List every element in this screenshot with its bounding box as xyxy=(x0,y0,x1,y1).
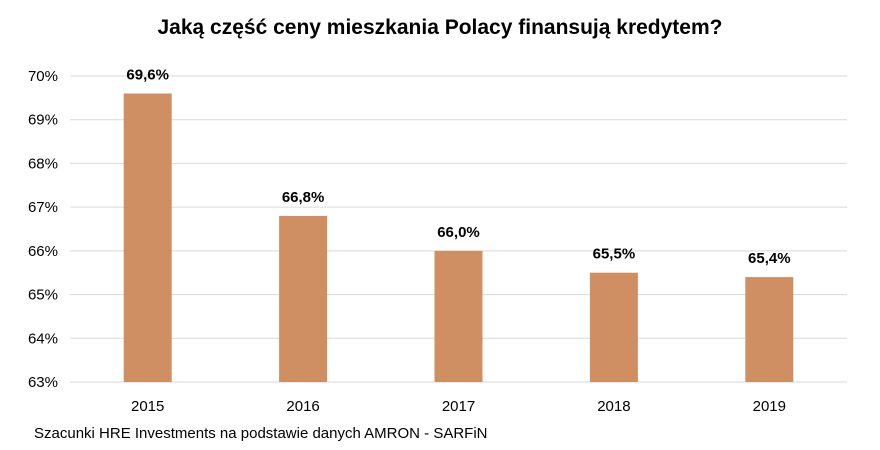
bar-2016 xyxy=(279,215,328,382)
y-tick-label: 68% xyxy=(28,155,58,172)
y-axis-ticks: 63% 64% 65% 66% 67% 68% 69% 70% xyxy=(28,68,58,391)
y-tick-label: 66% xyxy=(28,243,58,260)
x-tick-label: 2018 xyxy=(597,398,630,415)
bar-2015 xyxy=(123,93,172,382)
y-tick-label: 64% xyxy=(28,330,58,347)
bars xyxy=(123,93,794,382)
y-tick-label: 67% xyxy=(28,199,58,216)
data-label-2017: 66,0% xyxy=(437,224,480,241)
data-label-2019: 65,4% xyxy=(748,250,791,267)
y-tick-label: 65% xyxy=(28,287,58,304)
data-labels: 69,6% 66,8% 66,0% 65,5% 65,4% xyxy=(126,66,790,267)
y-tick-label: 69% xyxy=(28,112,58,129)
x-tick-label: 2019 xyxy=(753,398,786,415)
source-note: Szacunki HRE Investments na podstawie da… xyxy=(34,425,488,442)
y-tick-label: 63% xyxy=(28,374,58,391)
y-tick-label: 70% xyxy=(28,68,58,85)
x-axis-ticks: 2015 2016 2017 2018 2019 xyxy=(131,398,786,415)
x-tick-label: 2017 xyxy=(442,398,475,415)
data-label-2015: 69,6% xyxy=(126,66,169,83)
data-label-2016: 66,8% xyxy=(282,189,325,206)
bar-2017 xyxy=(434,250,483,382)
bar-2019 xyxy=(745,277,794,382)
x-tick-label: 2016 xyxy=(286,398,319,415)
chart-title: Jaką część ceny mieszkania Polacy finans… xyxy=(157,16,723,39)
bar-2018 xyxy=(589,272,638,382)
data-label-2018: 65,5% xyxy=(593,246,636,263)
x-tick-label: 2015 xyxy=(131,398,164,415)
